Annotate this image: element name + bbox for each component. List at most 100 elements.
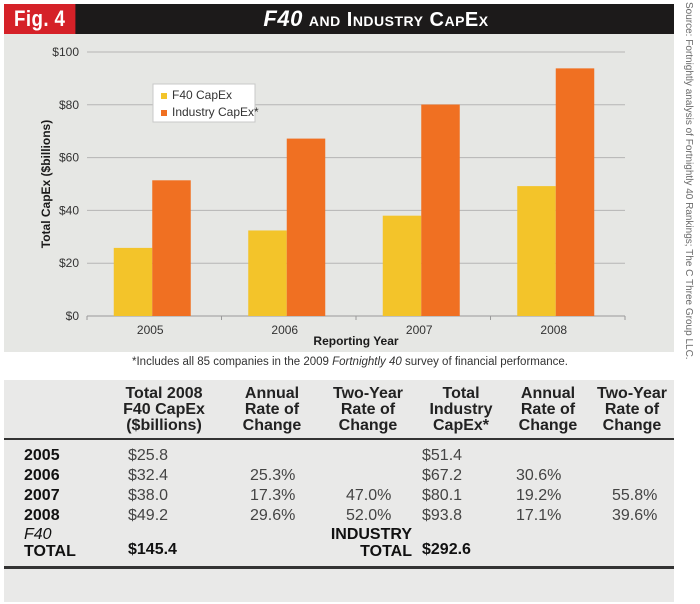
table-cell: 55.8% — [612, 487, 658, 504]
header-line: Rate of — [244, 401, 300, 418]
industry-total-label-2: TOTAL — [360, 543, 412, 560]
header-line: ($billions) — [126, 417, 202, 434]
table-row: 2006 $32.4 25.3% $67.2 30.6% — [4, 466, 674, 486]
bar-industry-2006 — [286, 138, 326, 316]
figure-header: Fig. 4 F40 and Industry CapEx — [4, 4, 674, 34]
y-tick-label: $0 — [66, 309, 80, 323]
legend-swatch-industry — [161, 110, 167, 116]
header-line: Industry — [429, 401, 493, 418]
bar-chart: $0 $20 $40 $60 $80 $100 2005 2006 2007 2008 Tota… — [39, 45, 626, 348]
header-line: Total — [442, 385, 480, 402]
table-cell: 30.6% — [516, 467, 562, 484]
table-cell: 29.6% — [250, 507, 296, 524]
header-line: Change — [518, 417, 578, 434]
bars — [113, 68, 595, 316]
header-line: Change — [602, 417, 662, 434]
industry-total-value: $292.6 — [416, 526, 506, 569]
table-cell: 47.0% — [346, 487, 392, 504]
header-line: Two-Year — [597, 385, 667, 402]
table-cell: $38.0 — [128, 487, 169, 504]
f40-total-label-italic: F40 — [24, 526, 52, 543]
industry-total-label-1: INDUSTRY — [330, 526, 412, 543]
legend-label-f40: F40 CapEx — [172, 88, 232, 102]
header-line: Two-Year — [333, 385, 403, 402]
bar-industry-2007 — [421, 104, 460, 316]
header-line: Rate of — [340, 401, 396, 418]
table-cell: $51.4 — [422, 447, 463, 464]
table-cell: 17.3% — [250, 487, 296, 504]
x-tick-label: 2007 — [406, 323, 433, 337]
x-axis-label: Reporting Year — [313, 334, 398, 348]
y-axis-label: Total CapEx ($billions) — [39, 120, 53, 248]
f40-total-label: F40 TOTAL — [4, 526, 104, 569]
y-tick-label: $60 — [59, 151, 79, 165]
table-cell — [224, 439, 320, 466]
table-cell — [506, 439, 590, 466]
y-tick-labels: $0 $20 $40 $60 $80 $100 — [52, 45, 79, 323]
header-line: Rate of — [520, 401, 576, 418]
y-tick-label: $20 — [59, 256, 79, 270]
x-tick-label: 2008 — [540, 323, 567, 337]
table-cell: $25.8 — [128, 447, 169, 464]
legend-label-industry: Industry CapEx* — [172, 105, 259, 119]
table-row: 2008 $49.2 29.6% 52.0% $93.8 17.1% 39.6% — [4, 506, 674, 526]
table-cell: 39.6% — [612, 507, 658, 524]
title-italic: F40 — [263, 6, 303, 31]
capex-table: Total 2008 F40 CapEx ($billions) Annual Rate… — [4, 380, 674, 569]
y-tick-label: $80 — [59, 98, 79, 112]
x-tick-label: 2006 — [271, 323, 298, 337]
legend-box — [152, 83, 256, 123]
bar-f40-2007 — [382, 215, 422, 316]
column-header: Total Industry CapEx* — [416, 380, 506, 440]
row-year: 2007 — [24, 487, 60, 504]
table-cell — [320, 439, 416, 466]
table-row: 2007 $38.0 17.3% 47.0% $80.1 19.2% 55.8% — [4, 486, 674, 506]
column-header: Annual Rate of Change — [506, 380, 590, 440]
row-year: 2008 — [24, 507, 60, 524]
row-year: 2005 — [24, 447, 60, 464]
column-header: Annual Rate of Change — [224, 380, 320, 440]
table-cell: $80.1 — [422, 487, 463, 504]
total-row: F40 TOTAL $145.4 INDUSTRY TOTAL $292.6 — [4, 526, 674, 569]
bar-f40-2005 — [113, 247, 153, 316]
title-rest: and Industry CapEx — [308, 9, 489, 31]
column-header: Total 2008 F40 CapEx ($billions) — [104, 380, 224, 440]
table-cell: $67.2 — [422, 467, 463, 484]
y-tick-label: $40 — [59, 203, 79, 217]
table-row: 2005 $25.8 $51.4 — [4, 439, 674, 466]
bar-f40-2006 — [248, 230, 287, 316]
table-cell: 25.3% — [250, 467, 296, 484]
header-line: Change — [242, 417, 302, 434]
empty-cell — [506, 526, 590, 569]
f40-total-label-text: TOTAL — [24, 543, 76, 560]
table-cell: 17.1% — [516, 507, 562, 524]
header-line: Annual — [244, 385, 300, 402]
chart-footnote: *Includes all 85 companies in the 2009 F… — [0, 356, 700, 368]
figure-number: Fig. 4 — [4, 4, 76, 34]
f40-total-value: $145.4 — [104, 526, 224, 569]
bar-industry-2005 — [152, 180, 191, 316]
empty-cell — [224, 526, 320, 569]
header-line: Rate of — [604, 401, 660, 418]
x-tick-labels: 2005 2006 2007 2008 — [137, 323, 568, 337]
legend-swatch-f40 — [161, 93, 167, 99]
header-line: Total 2008 — [125, 385, 203, 402]
footnote-italic: Fortnightly 40 — [332, 356, 402, 368]
header-line: F40 CapEx — [123, 401, 205, 418]
bar-industry-2008 — [555, 68, 595, 316]
row-year: 2006 — [24, 467, 60, 484]
data-table-container: Total 2008 F40 CapEx ($billions) Annual Rate… — [4, 380, 674, 602]
footnote-pre: *Includes all 85 companies in the 2009 — [132, 356, 333, 368]
header-line: Annual — [520, 385, 576, 402]
empty-cell — [590, 526, 674, 569]
table-cell: 52.0% — [346, 507, 392, 524]
x-tick-label: 2005 — [137, 323, 164, 337]
header-line: CapEx* — [432, 417, 490, 434]
column-header: Two-Year Rate of Change — [320, 380, 416, 440]
table-cell: 19.2% — [516, 487, 562, 504]
footnote-post: survey of financial performance. — [401, 356, 568, 368]
table-header-row: Total 2008 F40 CapEx ($billions) Annual Rate… — [4, 380, 674, 440]
table-cell: $49.2 — [128, 507, 169, 524]
table-cell: $93.8 — [422, 507, 463, 524]
header-line: Change — [338, 417, 398, 434]
